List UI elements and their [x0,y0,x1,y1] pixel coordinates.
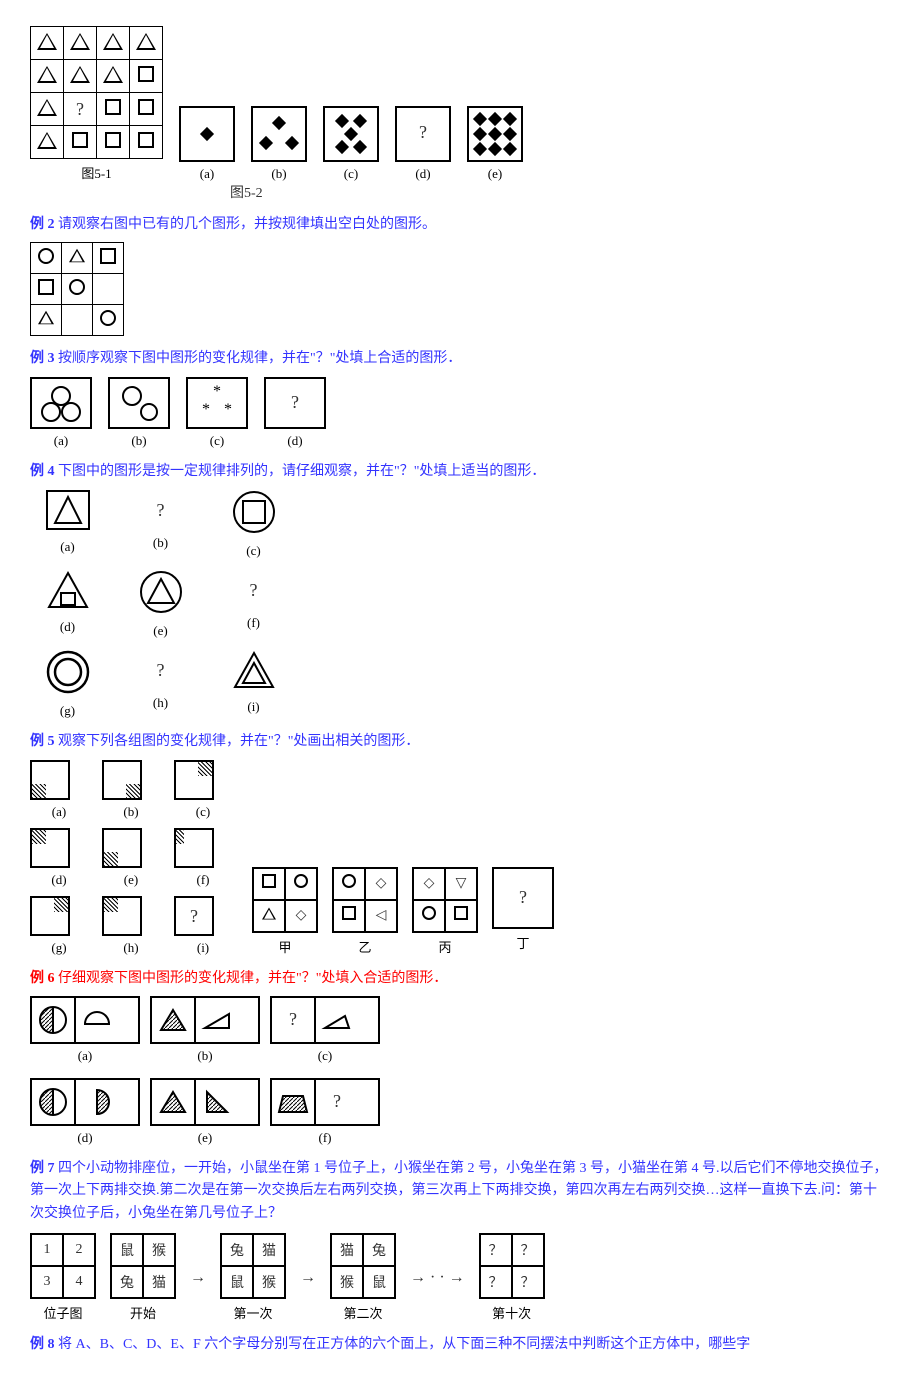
fig5-2-a: (a) [179,106,235,182]
fig5-2-d: ? (d) [395,106,451,182]
ex4-label: 例 4 [30,464,55,479]
ex3-label: 例 3 [30,351,55,366]
fig5-1-caption: 图5-1 [30,163,163,182]
ex8-text: 将 A、B、C、D、E、F 六个字母分别写在正方体的六个面上，从下面三种不同摆法… [58,1337,750,1352]
fig5-row: ? 图5-1 (a) (b) [30,26,890,182]
ex4-grid: (a) ?(b) (c) (d) (e) ?(f) (g) ?(h) (i) [30,489,890,719]
fig5-2-b: (b) [251,106,307,182]
ex7-heading: 例 7 四个小动物排座位，一开始，小鼠坐在第 1 号位子上，小猴坐在第 2 号，… [30,1158,890,1225]
ex5-row: (a) (b) (c) (d) (e) (f) (g) (h) ?(i) ◇ 甲… [30,760,890,956]
ex8-label: 例 8 [30,1337,55,1352]
ex8-heading: 例 8 将 A、B、C、D、E、F 六个字母分别写在正方体的六个面上，从下面三种… [30,1334,890,1356]
ex6-text: 仔细观察下图中图形的变化规律，并在"？"处填入合适的图形． [58,971,447,986]
svg-text:*: * [213,383,221,400]
fig5-1: ? 图5-1 [30,26,163,182]
arrow-icon: → · · → [410,1269,465,1287]
ex6-grid: (a) (b) ? (c) (d) (e) ? (f) [30,996,890,1146]
svg-text:*: * [224,401,232,418]
ex2-grid [30,242,124,336]
ex2-text: 请观察右图中已有的几个图形，并按规律填出空白处的图形。 [58,217,436,232]
fig5-2-caption: 图5-2 [230,182,890,202]
ex6-label: 例 6 [30,971,55,986]
ex3-heading: 例 3 按顺序观察下图中图形的变化规律，并在"？"处填上合适的图形． [30,348,890,370]
ex7-seats: 1234 位子图 鼠猴兔猫 开始 → 兔猫鼠猴 第一次 → 猫兔猴鼠 第二次 →… [30,1233,890,1322]
fig5-1-grid: ? [30,26,163,159]
fig5-2-e: (e) [467,106,523,182]
ex3-text: 按顺序观察下图中图形的变化规律，并在"？"处填上合适的图形． [58,351,461,366]
ex2-label: 例 2 [30,217,55,232]
ex2-heading: 例 2 请观察右图中已有的几个图形，并按规律填出空白处的图形。 [30,214,890,236]
ex4-heading: 例 4 下图中的图形是按一定规律排列的，请仔细观察，并在"？"处填上适当的图形． [30,461,890,483]
ex4-text: 下图中的图形是按一定规律排列的，请仔细观察，并在"？"处填上适当的图形． [58,464,545,479]
svg-text:*: * [202,401,210,418]
fig5-2-c: (c) [323,106,379,182]
ex5-label: 例 5 [30,734,55,749]
ex5-heading: 例 5 观察下列各组图的变化规律，并在"？"处画出相关的图形． [30,731,890,753]
ex7-label: 例 7 [30,1161,55,1176]
arrow-icon: → [300,1269,316,1287]
ex7-text: 四个小动物排座位，一开始，小鼠坐在第 1 号位子上，小猴坐在第 2 号，小兔坐在… [30,1161,888,1221]
arrow-icon: → [190,1269,206,1287]
ex5-text: 观察下列各组图的变化规律，并在"？"处画出相关的图形． [58,734,419,749]
ex3-row: (a) (b) * * * (c) ? (d) [30,377,890,449]
ex6-heading: 例 6 仔细观察下图中图形的变化规律，并在"？"处填入合适的图形． [30,968,890,990]
